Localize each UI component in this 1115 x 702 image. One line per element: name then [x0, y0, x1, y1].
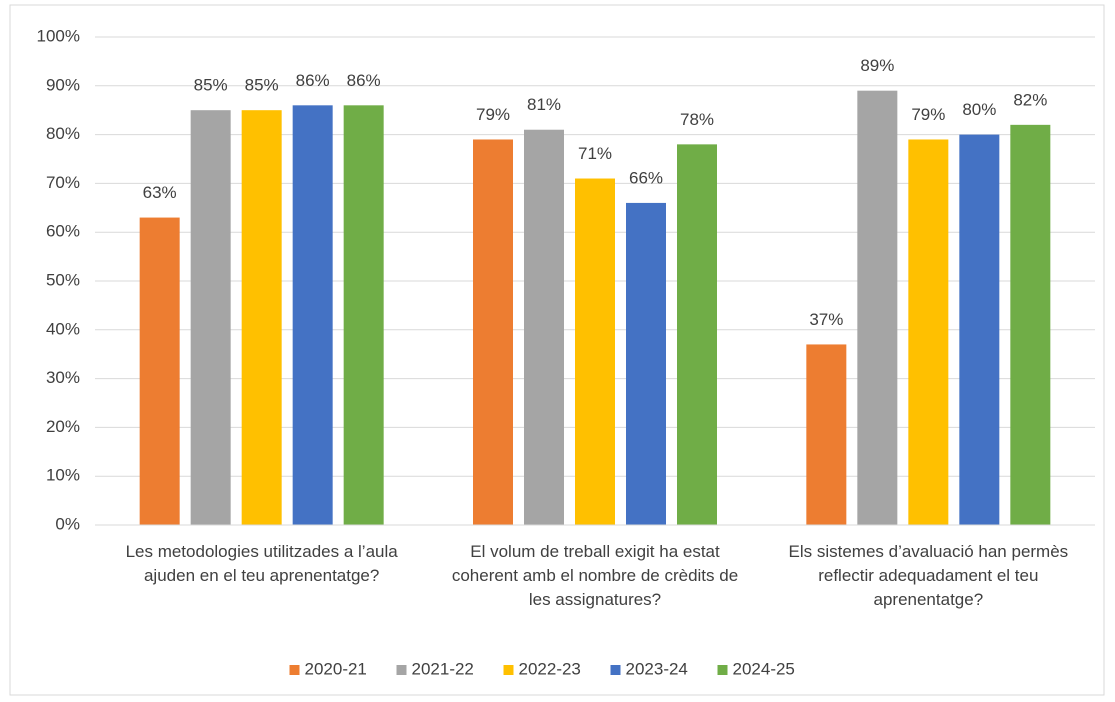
bar — [806, 344, 847, 525]
bar — [626, 202, 666, 526]
bar — [1010, 124, 1051, 525]
y-tick-label: 80% — [46, 124, 80, 143]
bar — [292, 105, 333, 525]
bar — [677, 144, 717, 526]
data-label: 37% — [809, 310, 843, 329]
x-tick-label: Les metodologies utilitzades a l’aula aj… — [125, 542, 398, 585]
data-label: 86% — [347, 71, 381, 90]
data-label: 78% — [680, 110, 714, 129]
data-label: 85% — [194, 76, 228, 95]
legend-label: 2021-22 — [412, 659, 474, 678]
legend-swatch — [503, 665, 514, 675]
y-tick-label: 10% — [46, 466, 80, 485]
bar — [343, 105, 384, 525]
data-label: 79% — [476, 105, 510, 124]
bar — [190, 110, 231, 525]
legend-label: 2022-23 — [519, 659, 581, 678]
legend-swatch — [396, 665, 407, 675]
data-label: 85% — [245, 76, 279, 95]
y-tick-label: 30% — [46, 368, 80, 387]
y-tick-label: 90% — [46, 75, 80, 94]
legend-swatch — [717, 665, 728, 675]
data-label: 63% — [143, 183, 177, 202]
bar — [959, 134, 1000, 525]
data-label: 86% — [296, 71, 330, 90]
legend-label: 2020-21 — [305, 659, 367, 678]
y-tick-label: 70% — [46, 173, 80, 192]
legend-swatch — [610, 665, 621, 675]
data-label: 82% — [1013, 90, 1047, 109]
data-label: 81% — [527, 95, 561, 114]
y-tick-label: 60% — [46, 222, 80, 241]
bar — [575, 178, 615, 525]
data-label: 79% — [911, 105, 945, 124]
data-label: 80% — [962, 100, 996, 119]
bar — [241, 110, 282, 525]
y-tick-label: 20% — [46, 417, 80, 436]
bar — [908, 139, 949, 526]
data-label: 71% — [578, 144, 612, 163]
y-tick-label: 100% — [37, 26, 80, 45]
y-tick-label: 50% — [46, 270, 80, 289]
bar — [857, 90, 898, 526]
data-label: 66% — [629, 168, 663, 187]
x-tick-label: El volum de treball exigit ha estat cohe… — [451, 542, 739, 609]
legend-label: 2024-25 — [733, 659, 795, 678]
legend-label: 2023-24 — [626, 659, 688, 678]
data-label: 89% — [860, 56, 894, 75]
y-tick-label: 40% — [46, 319, 80, 338]
y-tick-label: 0% — [55, 514, 80, 533]
bar — [524, 129, 564, 525]
legend-swatch — [289, 665, 300, 675]
x-tick-label: Els sistemes d’avaluació han permès refl… — [788, 542, 1069, 609]
bar — [139, 217, 180, 525]
bar — [473, 139, 513, 526]
